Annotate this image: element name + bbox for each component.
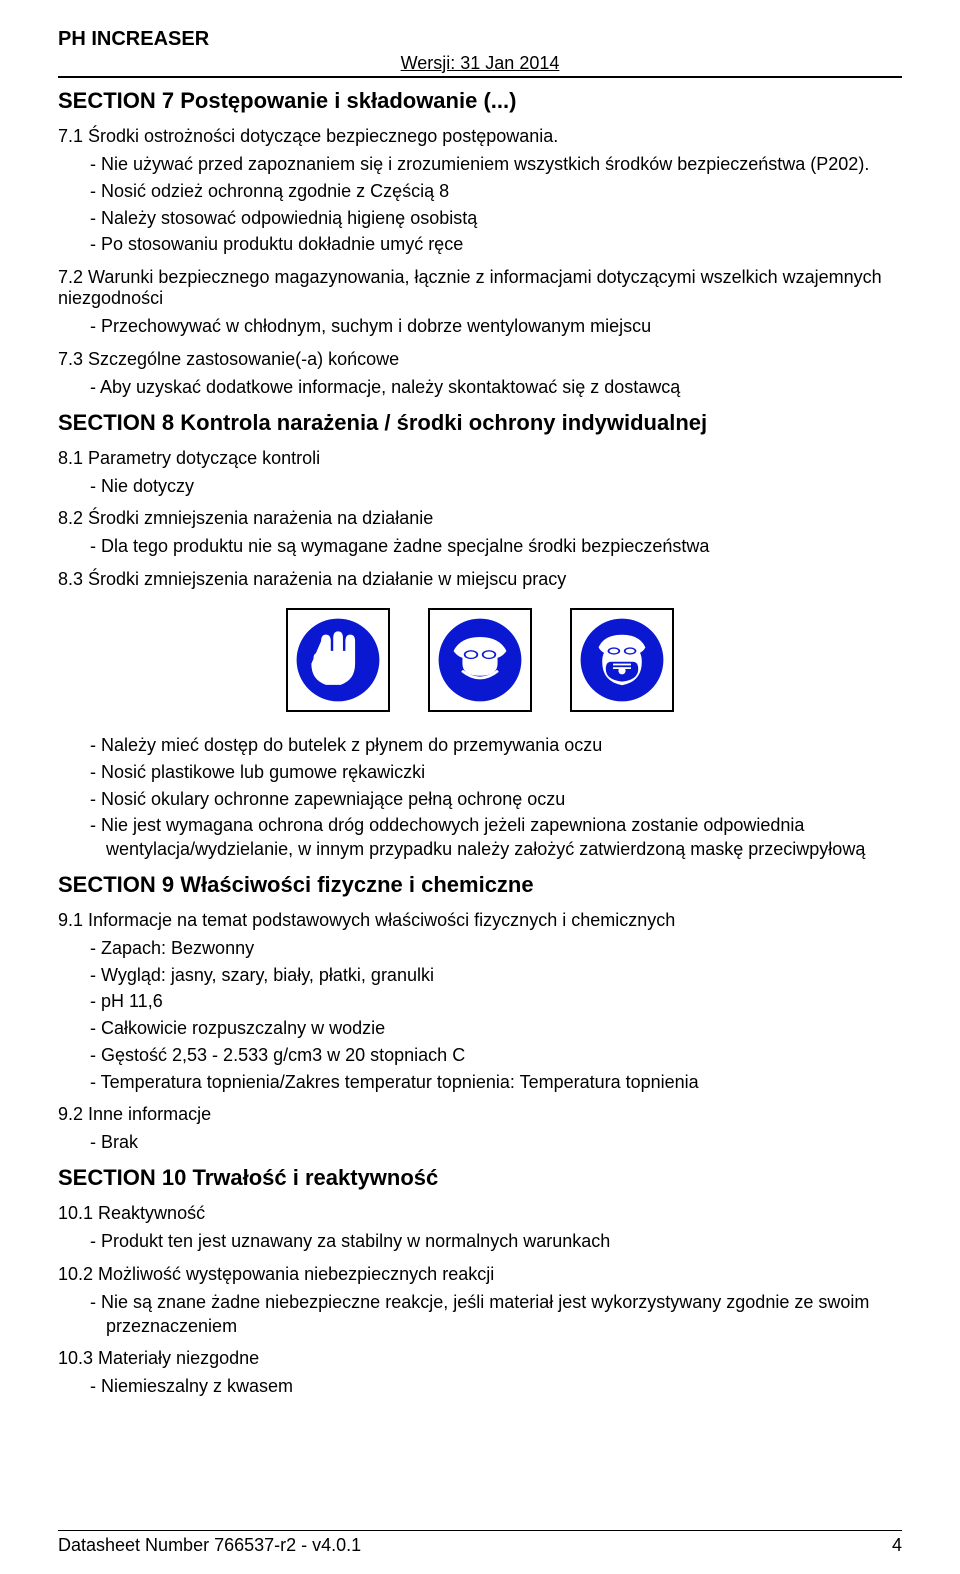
page: PH INCREASER Wersji: 31 Jan 2014 SECTION…: [0, 0, 960, 1574]
section8-1-title: 8.1 Parametry dotyczące kontroli: [58, 448, 902, 469]
divider: [58, 76, 902, 78]
list-item: Nosić plastikowe lub gumowe rękawiczki: [90, 761, 902, 785]
list-item: Przechowywać w chłodnym, suchym i dobrze…: [90, 315, 902, 339]
list-item: Należy mieć dostęp do butelek z płynem d…: [90, 734, 902, 758]
section7-1-title: 7.1 Środki ostrożności dotyczące bezpiec…: [58, 126, 902, 147]
section8-heading: SECTION 8 Kontrola narażenia / środki oc…: [58, 410, 902, 436]
footer-page-number: 4: [892, 1535, 902, 1556]
list-item: Produkt ten jest uznawany za stabilny w …: [90, 1230, 902, 1254]
list-item: Zapach: Bezwonny: [90, 937, 902, 961]
section7-heading: SECTION 7 Postępowanie i składowanie (..…: [58, 88, 902, 114]
list-item: Nosić odzież ochronną zgodnie z Częścią …: [90, 180, 902, 204]
list-item: Temperatura topnienia/Zakres temperatur …: [90, 1071, 902, 1095]
section9-heading: SECTION 9 Właściwości fizyczne i chemicz…: [58, 872, 902, 898]
section7-3-list: Aby uzyskać dodatkowe informacje, należy…: [58, 376, 902, 400]
section8-1-list: Nie dotyczy: [58, 475, 902, 499]
list-item: Nie są znane żadne niebezpieczne reakcje…: [90, 1291, 902, 1339]
list-item: Nie dotyczy: [90, 475, 902, 499]
list-item: Nie jest wymagana ochrona dróg oddechowy…: [90, 814, 902, 862]
section8-2-title: 8.2 Środki zmniejszenia narażenia na dzi…: [58, 508, 902, 529]
list-item: Wygląd: jasny, szary, biały, płatki, gra…: [90, 964, 902, 988]
section9-2-title: 9.2 Inne informacje: [58, 1104, 902, 1125]
pictogram-row: [58, 608, 902, 712]
section10-3-title: 10.3 Materiały niezgodne: [58, 1348, 902, 1369]
section10-heading: SECTION 10 Trwałość i reaktywność: [58, 1165, 902, 1191]
section9-2-list: Brak: [58, 1131, 902, 1155]
section9-1-list: Zapach: Bezwonny Wygląd: jasny, szary, b…: [58, 937, 902, 1095]
list-item: Gęstość 2,53 - 2.533 g/cm3 w 20 stopniac…: [90, 1044, 902, 1068]
gloves-icon: [286, 608, 390, 712]
version-line: Wersji: 31 Jan 2014: [58, 53, 902, 74]
section9-1-title: 9.1 Informacje na temat podstawowych wła…: [58, 910, 902, 931]
respirator-icon: [570, 608, 674, 712]
section7-2-title: 7.2 Warunki bezpiecznego magazynowania, …: [58, 267, 902, 309]
document-title: PH INCREASER: [58, 28, 902, 51]
list-item: Nie używać przed zapoznaniem się i zrozu…: [90, 153, 902, 177]
list-item: Aby uzyskać dodatkowe informacje, należy…: [90, 376, 902, 400]
section10-2-title: 10.2 Możliwość występowania niebezpieczn…: [58, 1264, 902, 1285]
section8-3-title: 8.3 Środki zmniejszenia narażenia na dzi…: [58, 569, 902, 590]
section7-3-title: 7.3 Szczególne zastosowanie(-a) końcowe: [58, 349, 902, 370]
list-item: Niemieszalny z kwasem: [90, 1375, 902, 1399]
section10-1-title: 10.1 Reaktywność: [58, 1203, 902, 1224]
footer-left: Datasheet Number 766537-r2 - v4.0.1: [58, 1535, 361, 1556]
section8-2-list: Dla tego produktu nie są wymagane żadne …: [58, 535, 902, 559]
section8-3-list: Należy mieć dostęp do butelek z płynem d…: [58, 734, 902, 862]
list-item: Dla tego produktu nie są wymagane żadne …: [90, 535, 902, 559]
list-item: Po stosowaniu produktu dokładnie umyć rę…: [90, 233, 902, 257]
list-item: Należy stosować odpowiednią higienę osob…: [90, 207, 902, 231]
list-item: Brak: [90, 1131, 902, 1155]
section7-2-list: Przechowywać w chłodnym, suchym i dobrze…: [58, 315, 902, 339]
goggles-icon: [428, 608, 532, 712]
list-item: pH 11,6: [90, 990, 902, 1014]
list-item: Nosić okulary ochronne zapewniające pełn…: [90, 788, 902, 812]
section10-1-list: Produkt ten jest uznawany za stabilny w …: [58, 1230, 902, 1254]
list-item: Całkowicie rozpuszczalny w wodzie: [90, 1017, 902, 1041]
page-footer: Datasheet Number 766537-r2 - v4.0.1 4: [58, 1530, 902, 1556]
section7-1-list: Nie używać przed zapoznaniem się i zrozu…: [58, 153, 902, 257]
section10-3-list: Niemieszalny z kwasem: [58, 1375, 902, 1399]
section10-2-list: Nie są znane żadne niebezpieczne reakcje…: [58, 1291, 902, 1339]
